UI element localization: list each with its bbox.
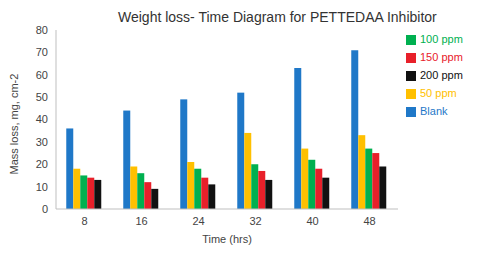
svg-text:60: 60 bbox=[36, 69, 48, 81]
svg-text:24: 24 bbox=[192, 215, 204, 227]
html-text:Weight loss- Time Diagram for: Weight loss- Time Diagram for PETTEDAA I… bbox=[118, 9, 437, 25]
svg-text:30: 30 bbox=[36, 136, 48, 148]
svg-text:16: 16 bbox=[135, 215, 147, 227]
svg-text:70: 70 bbox=[36, 46, 48, 58]
svg-text:80: 80 bbox=[36, 26, 48, 36]
svg-text:Time (hrs): Time (hrs) bbox=[202, 233, 252, 245]
svg-text:20: 20 bbox=[36, 158, 48, 170]
html-text:200 ppm: 200 ppm bbox=[420, 69, 463, 81]
svg-text:32: 32 bbox=[249, 215, 261, 227]
svg-text:8: 8 bbox=[81, 215, 87, 227]
html-text:150 ppm: 150 ppm bbox=[420, 51, 463, 63]
svg-text:Mass loss, mg, cm-2: Mass loss, mg, cm-2 bbox=[8, 74, 20, 175]
svg-text:0: 0 bbox=[42, 203, 48, 215]
svg-text:10: 10 bbox=[36, 181, 48, 193]
svg-text:48: 48 bbox=[363, 215, 375, 227]
html-text:50 ppm: 50 ppm bbox=[420, 87, 457, 99]
html-text:100 ppm: 100 ppm bbox=[420, 33, 463, 45]
svg-text:50: 50 bbox=[36, 91, 48, 103]
svg-text:40: 40 bbox=[306, 215, 318, 227]
svg-text:40: 40 bbox=[36, 113, 48, 125]
html-text:Blank: Blank bbox=[420, 105, 448, 117]
